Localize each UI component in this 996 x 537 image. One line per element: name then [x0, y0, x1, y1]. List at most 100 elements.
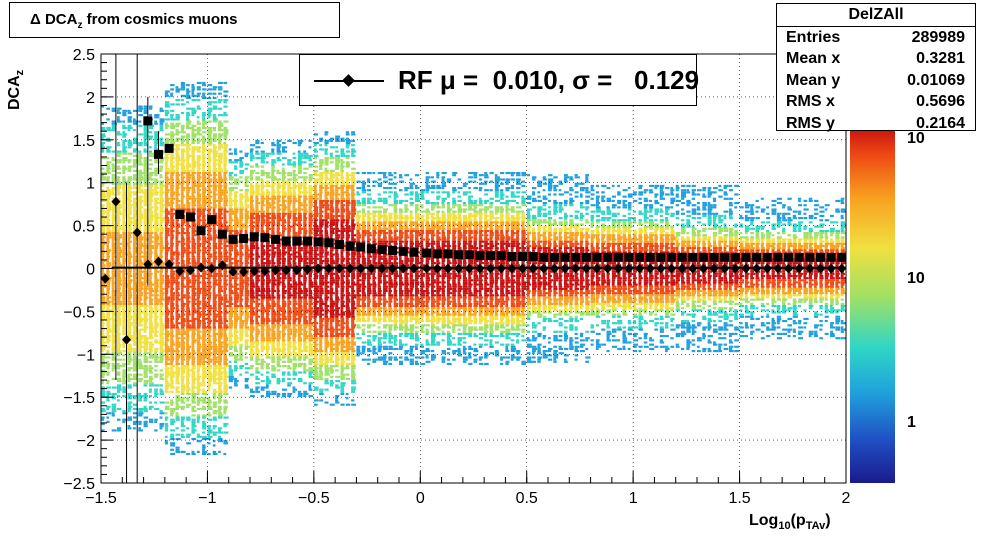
heatmap-cell — [202, 444, 206, 447]
heatmap-cell — [132, 294, 138, 297]
heatmap-cell — [111, 268, 115, 271]
heatmap-cell — [111, 264, 116, 267]
heatmap-cell — [148, 328, 154, 331]
heatmap-cell — [122, 195, 127, 198]
heatmap-cell — [308, 234, 312, 237]
heatmap-cell — [265, 208, 270, 211]
heatmap-cell — [271, 193, 275, 196]
heatmap-cell — [164, 214, 168, 218]
heatmap-cell — [186, 202, 191, 205]
heatmap-cell — [122, 294, 128, 297]
heatmap-cell — [218, 315, 223, 318]
heatmap-cell — [111, 362, 115, 366]
heatmap-cell — [170, 420, 176, 423]
heatmap-cell — [196, 388, 202, 391]
heatmap-cell — [228, 341, 234, 344]
heatmap-cell — [116, 399, 120, 402]
heatmap-cell — [180, 144, 187, 147]
heatmap-cell — [186, 101, 190, 104]
heatmap-cell — [212, 259, 217, 263]
heatmap-cell — [308, 395, 314, 398]
heatmap-cell — [265, 296, 272, 299]
heatmap-cell — [303, 371, 307, 374]
heatmap-cell — [101, 287, 104, 290]
heatmap-cell — [159, 206, 164, 209]
heatmap-cell — [292, 193, 297, 196]
heatmap-cell — [170, 429, 176, 432]
heatmap-cell — [244, 294, 250, 297]
heatmap-cell — [154, 392, 159, 396]
heatmap-cell — [170, 401, 174, 404]
heatmap-cell — [148, 371, 153, 374]
heatmap-cell — [191, 311, 197, 314]
heatmap-cell — [101, 356, 107, 359]
heatmap-cell — [191, 229, 197, 233]
heatmap-cell — [186, 257, 191, 260]
heatmap-cell — [308, 178, 313, 181]
heatmap-cell — [207, 141, 213, 145]
heatmap-cell — [244, 356, 248, 359]
heatmap-cell — [292, 161, 296, 164]
heatmap-cell — [297, 356, 303, 359]
heatmap-cell — [239, 249, 243, 252]
heatmap-cell — [212, 88, 217, 91]
heatmap-cell — [239, 259, 243, 263]
heatmap-cell — [271, 150, 275, 153]
heatmap-cell — [271, 365, 275, 368]
heatmap-cell — [127, 229, 131, 233]
heatmap-cell — [196, 343, 202, 346]
heatmap-cell — [175, 186, 180, 190]
heatmap-cell — [143, 311, 148, 314]
heatmap-cell — [234, 380, 239, 383]
heatmap-cell — [143, 159, 148, 162]
heatmap-cell — [164, 302, 169, 305]
heatmap-cell — [154, 139, 158, 142]
heatmap-cell — [260, 309, 266, 312]
heatmap-cell — [116, 251, 123, 254]
heatmap-cell — [132, 247, 138, 250]
heatmap-cell — [154, 341, 160, 344]
heatmap-cell — [122, 298, 126, 301]
heatmap-cell — [218, 191, 224, 194]
heatmap-cell — [234, 279, 238, 282]
heatmap-cell — [159, 324, 165, 327]
heatmap-cell — [111, 129, 116, 132]
heatmap-cell — [116, 193, 121, 196]
heatmap-cell — [303, 251, 309, 254]
heatmap-cell — [271, 296, 276, 299]
heatmap-cell — [180, 159, 186, 162]
heatmap-cell — [170, 124, 176, 127]
heatmap-cell — [116, 208, 121, 211]
heatmap-cell — [228, 242, 234, 245]
heatmap-cell — [148, 186, 153, 190]
heatmap-cell — [202, 328, 207, 331]
heatmap-cell — [138, 178, 144, 181]
heatmap-cell — [287, 304, 290, 308]
heatmap-cell — [180, 249, 186, 252]
heatmap-cell — [196, 298, 200, 301]
heatmap-cell — [132, 330, 138, 333]
heatmap-cell — [116, 388, 122, 391]
heatmap-cell — [271, 176, 277, 179]
heatmap-cell — [191, 171, 197, 175]
heatmap-cell — [234, 225, 239, 228]
heatmap-cell — [154, 418, 158, 421]
heatmap-cell — [265, 189, 269, 192]
heatmap-cell — [207, 397, 211, 400]
heatmap-cell — [164, 425, 169, 428]
heatmap-cell — [313, 352, 318, 355]
heatmap-cell — [148, 277, 152, 280]
heatmap-cell — [111, 247, 116, 250]
heatmap-cell — [202, 159, 206, 162]
heatmap-cell — [170, 377, 174, 381]
heatmap-cell — [143, 255, 148, 258]
heatmap-cell — [276, 380, 281, 383]
heatmap-cell — [127, 279, 133, 282]
heatmap-cell — [218, 362, 222, 366]
heatmap-cell — [175, 137, 181, 140]
heatmap-cell — [148, 401, 152, 404]
heatmap-cell — [132, 298, 138, 301]
heatmap-cell — [223, 120, 229, 123]
heatmap-cell — [212, 206, 217, 209]
heatmap-cell — [154, 292, 158, 295]
